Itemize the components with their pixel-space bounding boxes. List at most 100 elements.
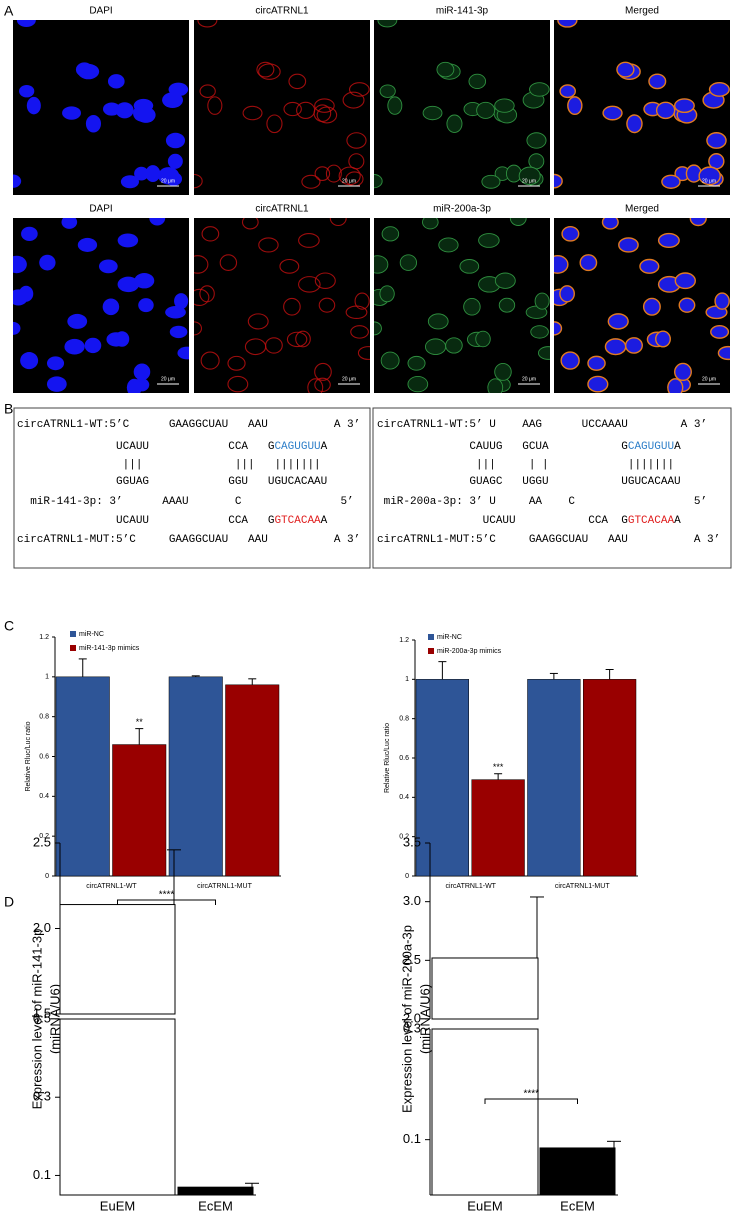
y-tick-label: 2.0 <box>33 920 51 935</box>
cell <box>258 237 279 253</box>
cell <box>98 259 118 274</box>
cell <box>673 98 695 114</box>
legend-swatch <box>428 634 434 640</box>
cell <box>13 255 27 274</box>
cell <box>587 375 609 393</box>
cell <box>120 175 139 189</box>
cell <box>325 164 342 183</box>
cell <box>710 325 730 339</box>
sequence-segment: ||| | | ||||||| <box>377 459 674 471</box>
sequence-line: GGUAG GGU UGUCACAAU <box>17 476 327 488</box>
sequence-line: miR-200a-3p: 3’ U AA C 5’ <box>377 496 707 508</box>
bar <box>471 779 525 877</box>
micrograph <box>194 20 370 195</box>
x-tick-label: circATRNL1-MUT <box>197 883 252 890</box>
cell <box>318 297 336 313</box>
bar <box>168 676 223 877</box>
cell <box>494 98 515 113</box>
cell <box>528 153 545 170</box>
cell <box>560 351 580 370</box>
cell <box>283 101 302 117</box>
cell <box>657 232 680 249</box>
y-axis-label: Expression level of miR-200a-3p <box>399 925 414 1113</box>
significance: *** <box>493 762 504 772</box>
cell <box>197 20 218 28</box>
cell <box>530 325 549 339</box>
sequence-segment: CAGUGUU <box>628 441 674 453</box>
sequence-segment: A <box>321 441 328 453</box>
cell <box>298 232 320 248</box>
cell <box>199 285 215 303</box>
cells <box>374 218 550 393</box>
cell <box>117 233 139 248</box>
cell <box>219 254 238 272</box>
sequence-line: circATRNL1-MUT:5’C GAAGGCUAU AAU A 3’ <box>377 534 720 546</box>
cell <box>667 378 684 393</box>
panel-label: D <box>4 894 14 910</box>
cell <box>655 330 671 348</box>
cell <box>77 237 98 252</box>
cell <box>133 98 154 113</box>
y-tick-label: 0.2 <box>399 834 409 841</box>
bar <box>225 684 280 877</box>
y-tick-label: 0.4 <box>399 794 409 801</box>
cell <box>487 378 504 393</box>
sequence-segment: A <box>674 515 681 527</box>
x-tick-label: circATRNL1-WT <box>86 883 137 890</box>
cell <box>194 255 209 274</box>
cell <box>162 92 183 109</box>
cell <box>607 313 629 330</box>
cell <box>714 292 730 310</box>
cell <box>342 91 365 109</box>
scale-bar-label: 20 μm <box>342 376 356 382</box>
cell <box>554 173 563 189</box>
x-tick-label: EuEM <box>100 1198 135 1213</box>
panel-label: B <box>4 401 13 417</box>
cell <box>227 355 246 371</box>
cell <box>476 101 496 119</box>
cell <box>338 166 361 186</box>
x-tick-label: circATRNL1-WT <box>446 883 497 890</box>
y-tick-label: 0.5 <box>33 1010 51 1025</box>
cell <box>247 313 269 330</box>
cell <box>21 226 38 241</box>
sequence-segment: GGUAG GGU UGUCACAAU <box>17 476 327 488</box>
cell <box>559 84 576 99</box>
cell <box>374 321 382 336</box>
scale-bar-label: 20 μm <box>702 376 716 382</box>
y-tick-label: 2.5 <box>33 834 51 849</box>
bar <box>59 1018 176 1196</box>
micrograph <box>554 20 730 195</box>
cell <box>604 338 627 356</box>
cell <box>199 84 216 98</box>
significance-bracket <box>484 1098 578 1104</box>
y-axis-label: Relative Rluc/Luc ratio <box>25 721 32 791</box>
cell <box>436 61 455 78</box>
cell <box>348 82 370 97</box>
y-tick-label: 1.2 <box>399 637 409 644</box>
cell <box>62 106 81 120</box>
cell <box>174 293 189 310</box>
cell <box>379 285 395 303</box>
y-tick-label: 0.8 <box>39 714 49 721</box>
bar <box>177 1186 254 1196</box>
cell <box>314 98 335 113</box>
legend-label: miR-141-3p mimics <box>79 645 140 652</box>
cell <box>534 292 550 310</box>
cell <box>13 321 21 335</box>
cells <box>194 20 370 189</box>
cell <box>706 132 727 149</box>
sequence-line: UCAUU CCA GGTCACAAA <box>377 515 681 527</box>
sequence-segment: GTCACAA <box>628 515 675 527</box>
cell <box>377 20 398 28</box>
cell <box>698 166 721 186</box>
cell <box>67 313 88 329</box>
sequence-segment: circATRNL1-WT:5’C GAAGGCUAU AAU A 3’ <box>17 419 360 431</box>
cell <box>227 375 249 393</box>
cell <box>61 218 78 229</box>
cell <box>314 362 332 381</box>
image-label: Merged <box>625 204 659 215</box>
bar <box>539 1147 616 1196</box>
